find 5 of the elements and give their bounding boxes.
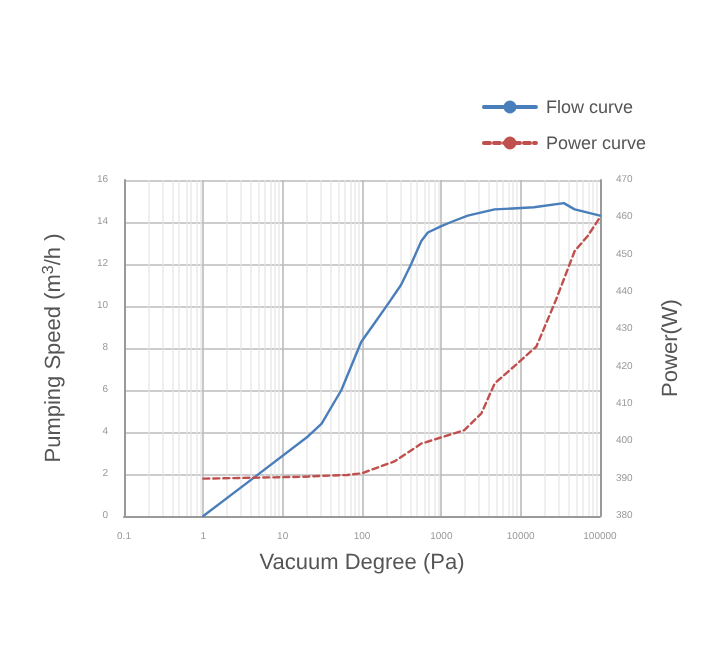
y2-axis-title: Power(W) — [659, 299, 683, 397]
legend-label: Flow curve — [545, 97, 633, 117]
y-axis-title: Pumping Speed (m3/h ) — [39, 233, 66, 463]
legend-label: Power curve — [545, 133, 647, 153]
x-axis-title: Vacuum Degree (Pa) — [259, 550, 465, 575]
